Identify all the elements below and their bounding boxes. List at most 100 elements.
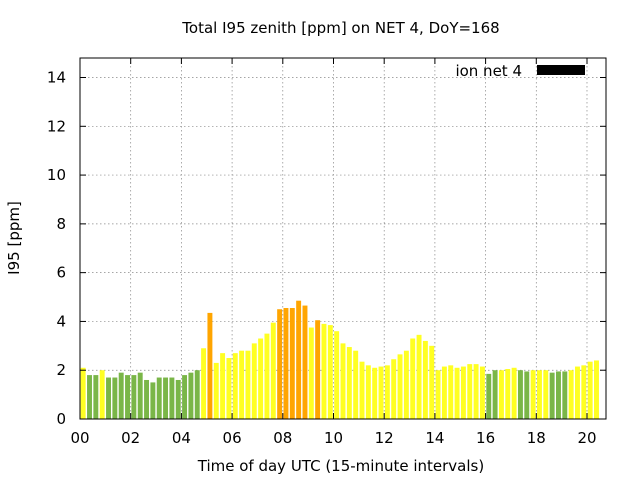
- bar: [517, 370, 523, 419]
- axis-ticks: [79, 58, 606, 420]
- bar: [277, 309, 283, 419]
- bar: [175, 379, 181, 419]
- bar: [587, 361, 593, 419]
- bar: [258, 338, 264, 419]
- bar: [575, 366, 580, 419]
- bar: [251, 343, 257, 419]
- bar: [207, 312, 213, 419]
- bar: [353, 350, 359, 419]
- bar: [543, 370, 549, 419]
- x-tick-label: 18: [527, 429, 546, 447]
- bar: [549, 372, 555, 419]
- plot-border: [79, 57, 607, 420]
- bar: [112, 377, 118, 419]
- bar: [479, 366, 485, 419]
- bar: [270, 322, 276, 419]
- bar: [448, 365, 454, 419]
- bar: [226, 358, 232, 419]
- bar: [296, 300, 302, 419]
- bar: [283, 308, 289, 419]
- bar: [492, 370, 498, 419]
- bar: [144, 379, 150, 419]
- bar: [562, 371, 568, 419]
- bar: [106, 377, 111, 419]
- bar: [511, 367, 517, 419]
- bar: [125, 375, 130, 419]
- bar: [99, 370, 105, 419]
- bar: [441, 366, 447, 419]
- bar: [340, 343, 346, 419]
- bar: [137, 372, 143, 419]
- bar: [327, 325, 333, 419]
- x-tick-label: 06: [223, 429, 242, 447]
- y-tick-label: 10: [47, 166, 66, 184]
- bar: [581, 365, 587, 419]
- bar: [163, 377, 169, 419]
- bar: [264, 333, 270, 419]
- bar: [372, 367, 378, 419]
- bar: [594, 360, 599, 419]
- bar: [232, 353, 238, 419]
- x-tick-label: 16: [476, 429, 495, 447]
- x-tick-labels: 00 02 04 06 08 10 12 14 16 18 20: [70, 429, 596, 447]
- bar: [131, 375, 137, 419]
- legend-label: ion net 4: [455, 62, 522, 80]
- bar: [416, 334, 422, 419]
- bar: [93, 375, 99, 419]
- bar: [201, 348, 207, 419]
- bar: [245, 350, 251, 419]
- bar: [422, 340, 428, 419]
- bar: [536, 370, 542, 419]
- y-tick-label: 0: [56, 410, 66, 428]
- bar: [467, 364, 473, 419]
- y-tick-label: 14: [47, 69, 66, 87]
- bar: [213, 362, 219, 419]
- y-tick-label: 4: [56, 312, 66, 330]
- x-tick-label: 10: [324, 429, 343, 447]
- bar: [334, 331, 340, 419]
- bar: [524, 371, 530, 419]
- x-tick-label: 14: [425, 429, 444, 447]
- bar: [486, 373, 492, 419]
- x-tick-label: 04: [172, 429, 191, 447]
- y-tick-labels: 0 2 4 6 8 10 12 14: [47, 69, 66, 428]
- bar: [220, 353, 226, 419]
- bar: [378, 366, 384, 419]
- y-axis-label: I95 [ppm]: [5, 201, 23, 275]
- grid-lines: [80, 58, 606, 419]
- bar: [384, 365, 390, 419]
- x-tick-label: 12: [375, 429, 394, 447]
- x-tick-label: 08: [273, 429, 292, 447]
- bar: [182, 375, 188, 419]
- bar: [530, 370, 536, 419]
- bar: [505, 368, 511, 419]
- bar: [391, 359, 397, 419]
- bar: [365, 365, 371, 419]
- y-tick-label: 6: [56, 264, 66, 282]
- bars: [80, 300, 599, 419]
- x-tick-label: 20: [577, 429, 596, 447]
- y-tick-label: 12: [47, 117, 66, 135]
- bar: [188, 372, 194, 419]
- bar: [359, 361, 365, 419]
- x-axis-label: Time of day UTC (15-minute intervals): [197, 457, 484, 475]
- bar: [194, 370, 200, 419]
- bar: [80, 367, 86, 419]
- bar: [239, 350, 245, 419]
- bar: [118, 372, 124, 419]
- bar: [150, 382, 156, 419]
- x-tick-label: 00: [70, 429, 89, 447]
- bar: [410, 338, 416, 419]
- bar: [308, 327, 314, 419]
- bar: [302, 305, 308, 419]
- bar: [473, 364, 479, 419]
- bar: [498, 370, 504, 419]
- bar: [321, 323, 327, 419]
- bar: [87, 375, 92, 419]
- bar: [315, 320, 321, 419]
- legend-swatch: [537, 65, 585, 75]
- legend: ion net 4: [455, 62, 585, 80]
- bar: [460, 366, 466, 419]
- bar: [556, 371, 561, 419]
